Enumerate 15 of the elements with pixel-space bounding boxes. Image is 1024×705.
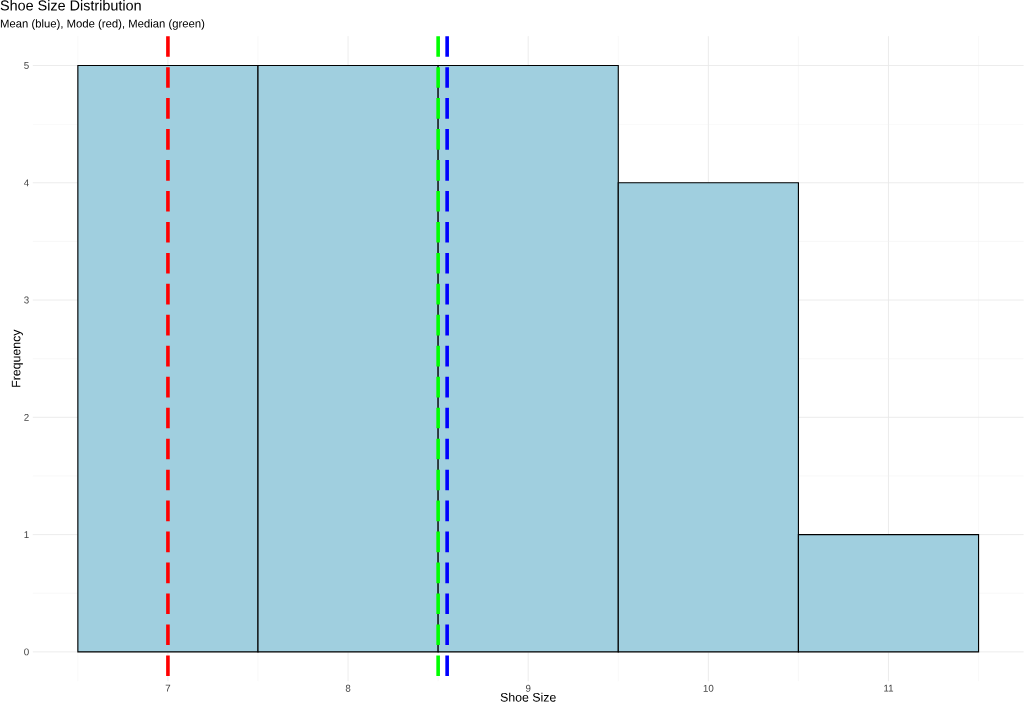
y-tick-label: 3 bbox=[24, 296, 29, 304]
y-tick-label: 4 bbox=[23, 179, 29, 187]
chart-subtitle: Mean (blue), Mode (red), Median (green) bbox=[0, 19, 205, 30]
chart-title: Shoe Size Distribution bbox=[0, 0, 141, 11]
x-tick-label: 9 bbox=[525, 684, 531, 692]
x-tick-label: 7 bbox=[165, 684, 171, 692]
y-tick-label: 1 bbox=[24, 531, 29, 538]
x-tick-label: 11 bbox=[884, 684, 894, 692]
y-tick-label: 5 bbox=[24, 62, 29, 69]
y-tick-label: 2 bbox=[24, 413, 29, 421]
x-tick-label: 10 bbox=[703, 684, 714, 692]
x-axis-title: Shoe Size bbox=[500, 692, 556, 702]
x-tick-label: 8 bbox=[345, 684, 351, 692]
y-axis-title: Frequency bbox=[11, 329, 23, 387]
y-tick-label: 0 bbox=[24, 648, 29, 656]
